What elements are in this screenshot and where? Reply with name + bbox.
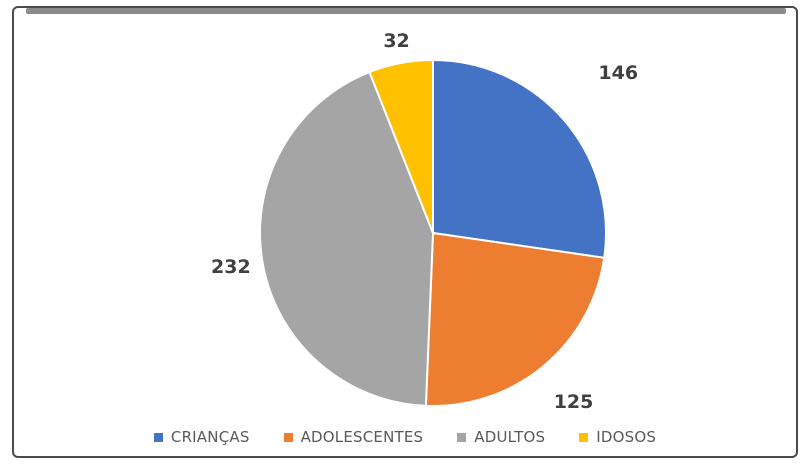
legend-item-adolescentes: ADOLESCENTES <box>283 428 424 446</box>
data-label-criancas: 146 <box>598 61 639 84</box>
legend-swatch-idosos <box>579 432 589 442</box>
pie-slice-idosos <box>368 58 434 234</box>
legend-label-adolescentes: ADOLESCENTES <box>300 428 424 446</box>
legend-swatch-criancas <box>153 432 163 442</box>
frame-top-border <box>26 8 786 14</box>
pie-slice-criancas <box>432 58 607 259</box>
legend-swatch-adolescentes <box>283 432 293 442</box>
legend-swatch-adultos <box>457 432 467 442</box>
legend: CRIANÇAS ADOLESCENTES ADULTOS IDOSOS <box>0 424 810 450</box>
data-label-adolescentes: 125 <box>553 391 594 414</box>
legend-item-adultos: ADULTOS <box>457 428 545 446</box>
pie-slice-adolescentes <box>424 231 606 407</box>
legend-item-criancas: CRIANÇAS <box>153 428 250 446</box>
data-label-idosos: 32 <box>383 30 410 53</box>
pie-slice-adultos <box>259 70 435 407</box>
legend-label-criancas: CRIANÇAS <box>170 428 250 446</box>
legend-label-adultos: ADULTOS <box>474 428 546 446</box>
legend-label-idosos: IDOSOS <box>596 428 657 446</box>
data-label-adultos: 232 <box>211 256 251 279</box>
legend-item-idosos: IDOSOS <box>579 428 656 446</box>
